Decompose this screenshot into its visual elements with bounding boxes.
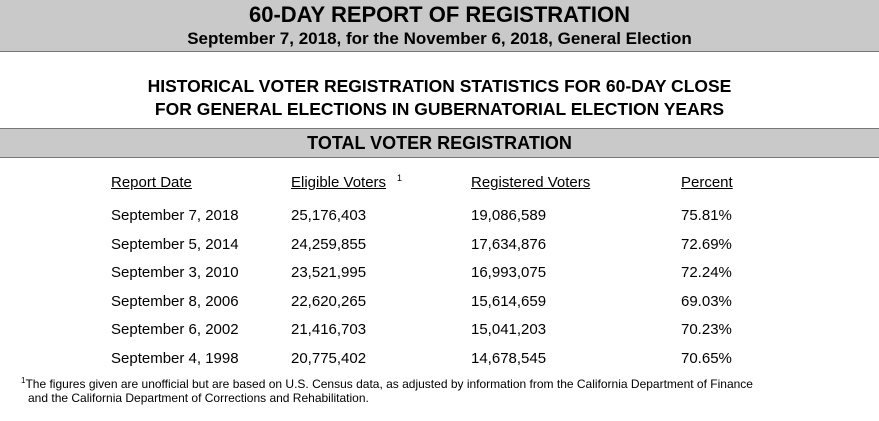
row-eligible: 21,416,703 bbox=[291, 321, 367, 338]
row-registered: 15,614,659 bbox=[471, 293, 547, 310]
row-date: September 6, 2002 bbox=[111, 321, 239, 338]
report-subtitle: September 7, 2018, for the November 6, 2… bbox=[187, 29, 692, 48]
row-eligible: 24,259,855 bbox=[291, 236, 367, 253]
row-date: September 3, 2010 bbox=[111, 264, 239, 281]
historical-heading-line1: HISTORICAL VOTER REGISTRATION STATISTICS… bbox=[147, 76, 732, 96]
column-header-report-date: Report Date bbox=[111, 174, 192, 191]
report-title: 60-DAY REPORT OF REGISTRATION bbox=[249, 2, 630, 27]
footnote: 1The figures given are unofficial but ar… bbox=[21, 376, 861, 406]
row-registered: 16,993,075 bbox=[471, 264, 547, 281]
row-date: September 4, 1998 bbox=[111, 350, 239, 367]
footnote-mark: 1 bbox=[21, 376, 26, 385]
column-header-percent: Percent bbox=[681, 174, 733, 191]
row-registered: 14,678,545 bbox=[471, 350, 547, 367]
row-percent: 72.69% bbox=[681, 236, 732, 253]
row-percent: 70.23% bbox=[681, 321, 732, 338]
total-registration-title: TOTAL VOTER REGISTRATION bbox=[307, 133, 572, 153]
row-registered: 19,086,589 bbox=[471, 207, 547, 224]
footnote-line1: 1The figures given are unofficial but ar… bbox=[21, 376, 861, 392]
footnote-text-line2: and the California Department of Correct… bbox=[28, 391, 369, 405]
column-header-registered-voters: Registered Voters bbox=[471, 174, 591, 191]
column-header-eligible-label: Eligible Voters bbox=[291, 174, 387, 191]
row-eligible: 23,521,995 bbox=[291, 264, 367, 281]
report-header-band: 60-DAY REPORT OF REGISTRATION September … bbox=[0, 0, 879, 52]
footnote-text-line1: The figures given are unofficial but are… bbox=[25, 377, 753, 391]
row-registered: 17,634,876 bbox=[471, 236, 547, 253]
row-date: September 8, 2006 bbox=[111, 293, 239, 310]
row-date: September 7, 2018 bbox=[111, 207, 239, 224]
row-eligible: 25,176,403 bbox=[291, 207, 367, 224]
total-registration-band: TOTAL VOTER REGISTRATION bbox=[0, 128, 879, 158]
row-percent: 69.03% bbox=[681, 293, 732, 310]
eligible-footnote-mark: 1 bbox=[397, 174, 402, 192]
row-date: September 5, 2014 bbox=[111, 236, 239, 253]
eligible-footnote-sup: 1 bbox=[397, 173, 403, 183]
column-header-eligible-voters: Eligible Voters bbox=[291, 174, 386, 192]
row-registered: 15,041,203 bbox=[471, 321, 547, 338]
row-eligible: 20,775,402 bbox=[291, 350, 367, 367]
historical-heading-line2: FOR GENERAL ELECTIONS IN GUBERNATORIAL E… bbox=[154, 99, 725, 119]
row-percent: 72.24% bbox=[681, 264, 732, 281]
row-eligible: 22,620,265 bbox=[291, 293, 367, 310]
row-percent: 75.81% bbox=[681, 207, 732, 224]
row-percent: 70.65% bbox=[681, 350, 732, 367]
